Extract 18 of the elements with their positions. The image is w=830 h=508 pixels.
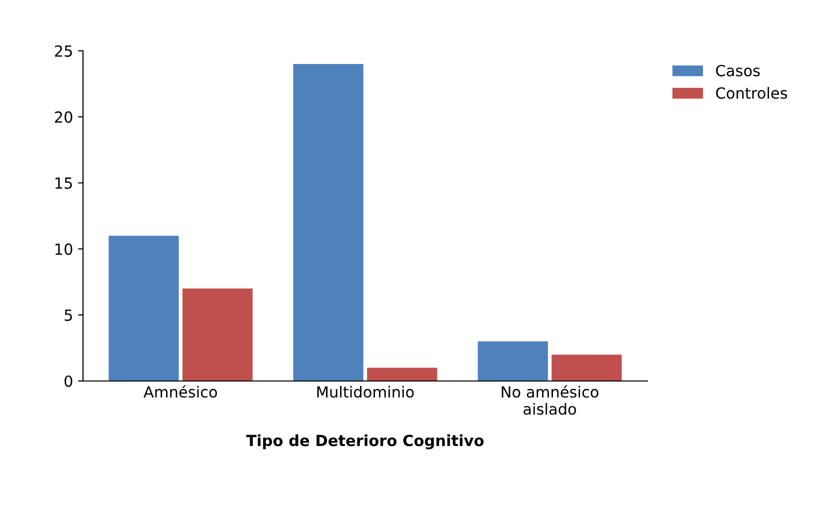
x-axis-title: Tipo de Deterioro Cognitivo — [246, 434, 484, 450]
x-tick-label: Amnésico — [144, 385, 217, 398]
y-tick-label: 10 — [56, 243, 72, 255]
y-tick-label: 5 — [64, 310, 72, 321]
y-tick-label: 0 — [64, 375, 72, 388]
bar — [293, 64, 364, 381]
bar — [182, 288, 253, 381]
bar — [478, 341, 548, 381]
bar — [552, 354, 622, 381]
bar — [367, 368, 438, 381]
y-tick-label: 20 — [54, 111, 72, 123]
legend-label: Casos — [716, 64, 760, 76]
x-tick-label: No amnésico aislado — [502, 385, 598, 415]
y-tick-label: 15 — [56, 178, 72, 189]
x-tick-label: Multidominio — [317, 386, 414, 398]
bar — [108, 236, 179, 381]
y-tick-label: 25 — [54, 45, 72, 57]
legend-label: Controles — [716, 86, 788, 99]
